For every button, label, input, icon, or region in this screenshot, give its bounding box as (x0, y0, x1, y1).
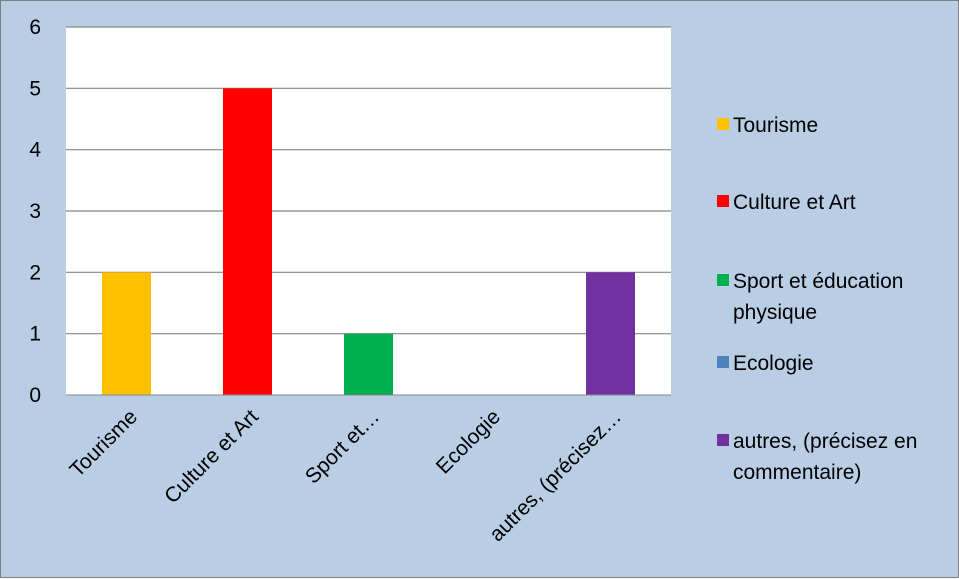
y-tick-label: 3 (29, 200, 41, 223)
bars (102, 88, 635, 395)
bar (223, 88, 272, 395)
legend-swatch (717, 356, 729, 368)
bar (586, 272, 635, 395)
y-tick-label: 0 (29, 384, 41, 407)
legend: Tourisme Culture et Art Sport et éducation… (717, 114, 917, 484)
x-tick-label: Tourisme (66, 405, 143, 482)
bar (102, 272, 151, 395)
legend-item: Ecologie (717, 352, 814, 375)
gridlines (66, 26, 671, 335)
legend-swatch (717, 434, 729, 446)
x-tick-label: Ecologie (432, 405, 505, 478)
x-axis-ticks: Tourisme Culture et Art Sport et… Ecologiea… (66, 405, 627, 546)
legend-label: Tourisme (733, 114, 818, 137)
legend-swatch (717, 118, 729, 130)
y-tick-label: 2 (29, 261, 41, 284)
bar (344, 333, 393, 395)
y-tick-label: 1 (29, 323, 41, 346)
y-axis-ticks: 0 1 2 3 4 5 6 (29, 16, 41, 407)
legend-swatch (717, 195, 729, 207)
legend-label: Ecologie (733, 352, 814, 375)
x-tick-label: Sport et… (301, 405, 384, 488)
legend-swatch (717, 274, 729, 286)
legend-label: Sport et éducation (733, 270, 903, 293)
legend-item: Sport et éducation physique (717, 270, 903, 324)
y-tick-label: 5 (29, 77, 41, 100)
legend-item: autres, (précisez en commentaire) (717, 430, 917, 484)
legend-label: physique (733, 301, 817, 324)
legend-item: Culture et Art (717, 191, 856, 214)
y-tick-label: 6 (29, 16, 41, 39)
legend-label: commentaire) (733, 461, 861, 484)
legend-item: Tourisme (717, 114, 818, 137)
x-tick-label: autres, (précisez… (485, 405, 626, 546)
legend-label: autres, (précisez en (733, 430, 917, 453)
legend-label: Culture et Art (733, 191, 856, 214)
y-tick-label: 4 (29, 139, 41, 162)
x-tick-label: Culture et Art (160, 405, 263, 508)
